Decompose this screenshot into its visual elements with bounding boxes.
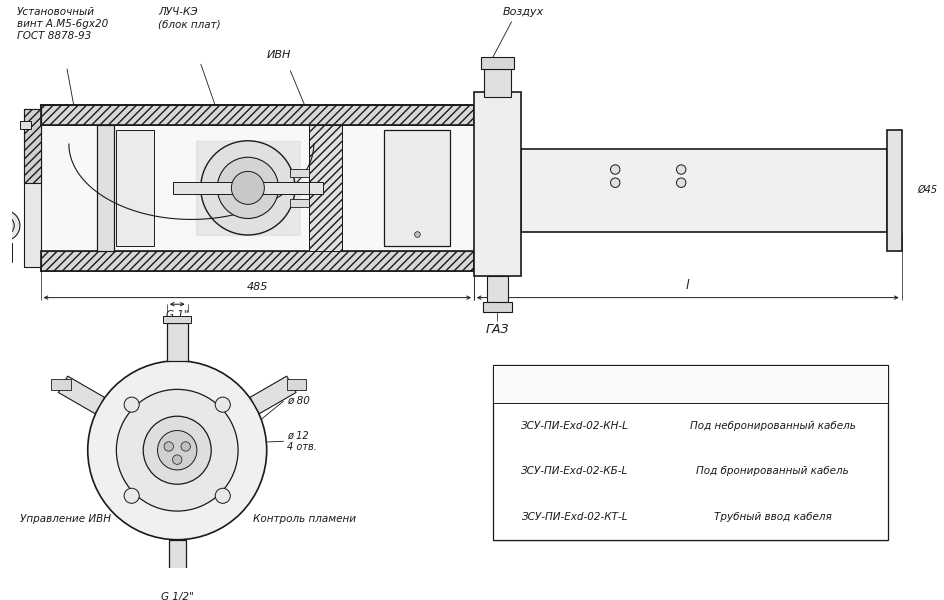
Bar [24, 109, 41, 266]
Circle shape [181, 442, 190, 451]
Bar [41, 251, 474, 271]
Text: ø 12
4 отв.: ø 12 4 отв. [287, 430, 317, 452]
Text: G 1/2": G 1/2" [160, 592, 194, 600]
Circle shape [610, 178, 619, 187]
Circle shape [215, 488, 230, 503]
Bar [24, 109, 41, 183]
Bar [41, 125, 474, 251]
Bar [165, 575, 189, 583]
Bar [309, 125, 342, 251]
Bar [51, 379, 72, 390]
Text: ø 80: ø 80 [287, 396, 310, 406]
Bar [520, 149, 885, 232]
Text: ИВН: ИВН [266, 50, 291, 60]
Bar [492, 365, 887, 540]
Circle shape [676, 165, 685, 174]
Bar [163, 316, 191, 323]
Text: ЗСУ-ПИ-Exd-02-КН-L: ЗСУ-ПИ-Exd-02-КН-L [520, 421, 628, 431]
Bar [41, 104, 474, 125]
Text: Трубный ввод кабеля: Трубный ввод кабеля [713, 512, 831, 522]
Circle shape [173, 455, 182, 464]
Bar [20, 121, 31, 129]
Circle shape [88, 361, 266, 540]
Bar [290, 199, 309, 207]
Bar [492, 365, 887, 403]
Polygon shape [59, 376, 105, 413]
Circle shape [215, 397, 230, 412]
Circle shape [164, 442, 174, 451]
Circle shape [217, 157, 278, 218]
Text: ГАЗ: ГАЗ [485, 323, 509, 336]
Bar [24, 109, 41, 183]
Bar [486, 276, 507, 302]
Bar [474, 92, 520, 276]
Circle shape [676, 178, 685, 187]
Text: ЛУЧ-КЭ
(блок плат): ЛУЧ-КЭ (блок плат) [159, 7, 221, 29]
Text: Управление ИВН: Управление ИВН [20, 514, 110, 524]
Bar [116, 130, 154, 246]
Text: Контроль пламени: Контроль пламени [252, 514, 355, 524]
Text: Под небронированный кабель: Под небронированный кабель [689, 421, 854, 431]
Bar [483, 69, 510, 97]
Circle shape [414, 232, 420, 238]
Circle shape [158, 431, 196, 470]
Circle shape [124, 488, 139, 503]
Bar [41, 104, 474, 271]
Circle shape [231, 172, 264, 205]
Circle shape [124, 397, 139, 412]
Text: ЗСУ-ПИ-Exd-02-КТ-L: ЗСУ-ПИ-Exd-02-КТ-L [521, 512, 628, 522]
Circle shape [143, 416, 211, 484]
Text: Под бронированный кабель: Под бронированный кабель [696, 466, 848, 476]
Text: Ø45: Ø45 [917, 185, 936, 195]
Circle shape [610, 165, 619, 174]
Bar [173, 182, 323, 194]
Polygon shape [250, 376, 295, 413]
Text: l: l [685, 279, 689, 292]
Bar [97, 125, 114, 251]
Circle shape [0, 211, 20, 241]
Bar [167, 323, 187, 361]
Text: Кабельный ввод: Кабельный ввод [721, 378, 823, 391]
Text: Наименование: Наименование [529, 378, 620, 391]
Circle shape [116, 389, 238, 511]
Bar [480, 58, 514, 69]
Bar [0, 243, 12, 262]
Text: ЗСУ-ПИ-Exd-02-КБ-L: ЗСУ-ПИ-Exd-02-КБ-L [521, 466, 628, 476]
Circle shape [0, 216, 14, 235]
Bar [482, 302, 511, 312]
Circle shape [200, 141, 295, 235]
Bar [290, 169, 309, 176]
Bar [97, 125, 114, 251]
Bar [286, 379, 305, 390]
Bar [169, 540, 186, 575]
Bar [885, 130, 901, 251]
Text: Установочный
винт А.М5-6gх20
ГОСТ 8878-93: Установочный винт А.М5-6gх20 ГОСТ 8878-9… [17, 7, 109, 41]
Circle shape [0, 221, 9, 230]
Bar [384, 130, 450, 246]
Bar [41, 251, 474, 271]
Text: 485: 485 [246, 282, 268, 292]
Text: Воздух: Воздух [501, 7, 543, 17]
Text: G 1": G 1" [166, 310, 189, 320]
Bar [41, 104, 474, 125]
Bar [309, 125, 342, 251]
